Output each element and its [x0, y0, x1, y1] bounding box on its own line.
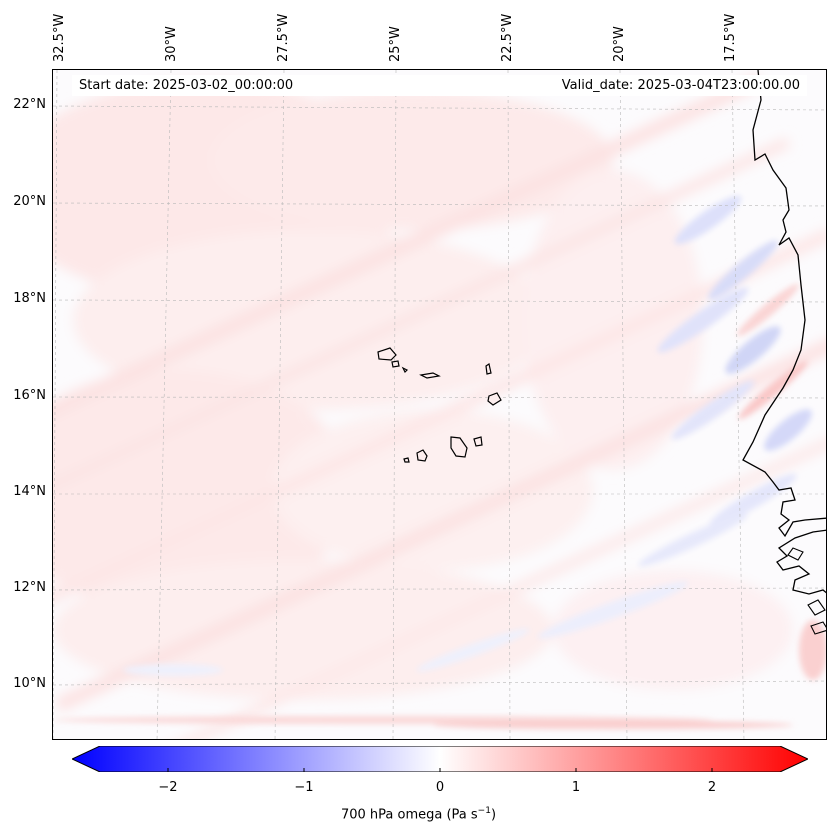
lat-label-18n: 18°N — [13, 291, 46, 306]
lon-label-27-5w: 27.5°W — [276, 13, 291, 62]
lon-label-32-5w: 32.5°W — [52, 13, 67, 62]
lat-label-10n: 10°N — [13, 676, 46, 691]
colorbar-tick-label: −1 — [294, 780, 314, 795]
valid-date-label: Valid_date: 2025-03-04T23:00:00.00 — [561, 78, 800, 93]
map-panel — [52, 69, 827, 740]
lat-label-22n: 22°N — [13, 97, 46, 112]
colorbar — [72, 746, 808, 772]
lon-label-20w: 20°W — [612, 26, 627, 62]
lat-label-14n: 14°N — [13, 484, 46, 499]
lon-label-22-5w: 22.5°W — [500, 13, 515, 62]
cape-verde-islands — [377, 347, 502, 463]
lat-label-16n: 16°N — [13, 388, 46, 403]
lon-label-17-5w: 17.5°W — [723, 13, 738, 62]
colorbar-tick-label: 0 — [435, 780, 445, 795]
graticule — [53, 70, 826, 739]
date-info-bar — [72, 75, 807, 96]
colorbar-title-text: 700 hPa omega (Pa s — [340, 807, 478, 823]
omega-field — [53, 70, 826, 739]
lat-label-20n: 20°N — [13, 194, 46, 209]
colorbar-title-close: ) — [490, 807, 497, 823]
africa-coastline — [742, 70, 826, 595]
lon-label-30w: 30°W — [164, 26, 179, 62]
colorbar-tick-label: 2 — [707, 780, 717, 795]
start-date-label: Start date: 2025-03-02_00:00:00 — [79, 78, 294, 93]
colorbar-tick-label: −2 — [158, 780, 178, 795]
negative-omega-areas — [53, 195, 826, 729]
colorbar-title-exponent: −1 — [477, 806, 491, 816]
colorbar-tick-label: 1 — [571, 780, 581, 795]
bissagos-islands — [787, 547, 826, 635]
colorbar-title: 700 hPa omega (Pa s−1) — [0, 806, 837, 822]
lat-label-12n: 12°N — [13, 580, 46, 595]
lon-label-25w: 25°W — [388, 26, 403, 62]
